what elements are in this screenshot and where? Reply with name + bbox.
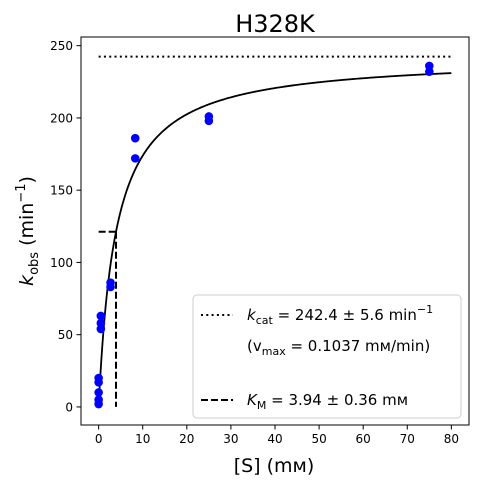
chart-title: H328K bbox=[235, 10, 316, 38]
legend: kcat = 242.4 ± 5.6 min−1 (vmax = 0.1037 … bbox=[192, 294, 462, 419]
data-point bbox=[96, 311, 106, 321]
x-tick-label: 30 bbox=[223, 432, 238, 446]
y-tick-label: 200 bbox=[50, 111, 73, 125]
legend-entry-vmax: (vmax = 0.1037 mᴍ/min) bbox=[247, 337, 430, 358]
data-point bbox=[425, 61, 434, 71]
data-point bbox=[106, 278, 115, 287]
x-tick-label: 20 bbox=[179, 432, 194, 446]
fit-curve bbox=[97, 72, 452, 407]
legend-entry-kcat: kcat = 242.4 ± 5.6 min−1 bbox=[247, 303, 433, 327]
x-tick-label: 50 bbox=[311, 432, 326, 446]
data-point bbox=[94, 373, 103, 383]
data-point bbox=[204, 112, 214, 121]
plot-content bbox=[94, 55, 452, 409]
y-axis-ticks: 0 50 100 150 200 250 bbox=[50, 39, 81, 414]
y-axis-label-sub: obs bbox=[27, 252, 42, 275]
y-axis-label-close: ) bbox=[16, 176, 38, 183]
x-tick-label: 80 bbox=[444, 432, 459, 446]
x-tick-label: 60 bbox=[356, 432, 371, 446]
legend-box bbox=[192, 294, 462, 419]
data-point bbox=[94, 395, 103, 405]
x-tick-label: 10 bbox=[135, 432, 150, 446]
data-point bbox=[130, 133, 140, 143]
legend-entry-km: KM = 3.94 ± 0.36 mᴍ bbox=[247, 391, 408, 412]
y-tick-label: 50 bbox=[58, 328, 73, 342]
y-axis-label-tail: (min bbox=[16, 203, 38, 252]
x-tick-label: 0 bbox=[95, 432, 103, 446]
data-point bbox=[96, 318, 106, 328]
y-tick-label: 150 bbox=[50, 184, 73, 198]
x-tick-label: 70 bbox=[400, 432, 415, 446]
x-axis-ticks: 0 10 20 30 40 50 60 70 80 bbox=[95, 425, 459, 446]
y-tick-label: 0 bbox=[65, 400, 73, 414]
data-point bbox=[94, 388, 103, 397]
y-tick-label: 250 bbox=[50, 39, 73, 53]
y-axis-label-main: k bbox=[16, 274, 38, 286]
x-axis-label: [S] (mᴍ) bbox=[234, 455, 315, 477]
y-tick-label: 100 bbox=[50, 256, 73, 270]
x-tick-label: 40 bbox=[267, 432, 282, 446]
data-point bbox=[130, 154, 140, 163]
y-axis-label-sup: −1 bbox=[14, 183, 29, 202]
y-axis-label: kobs (min−1) bbox=[14, 176, 42, 286]
